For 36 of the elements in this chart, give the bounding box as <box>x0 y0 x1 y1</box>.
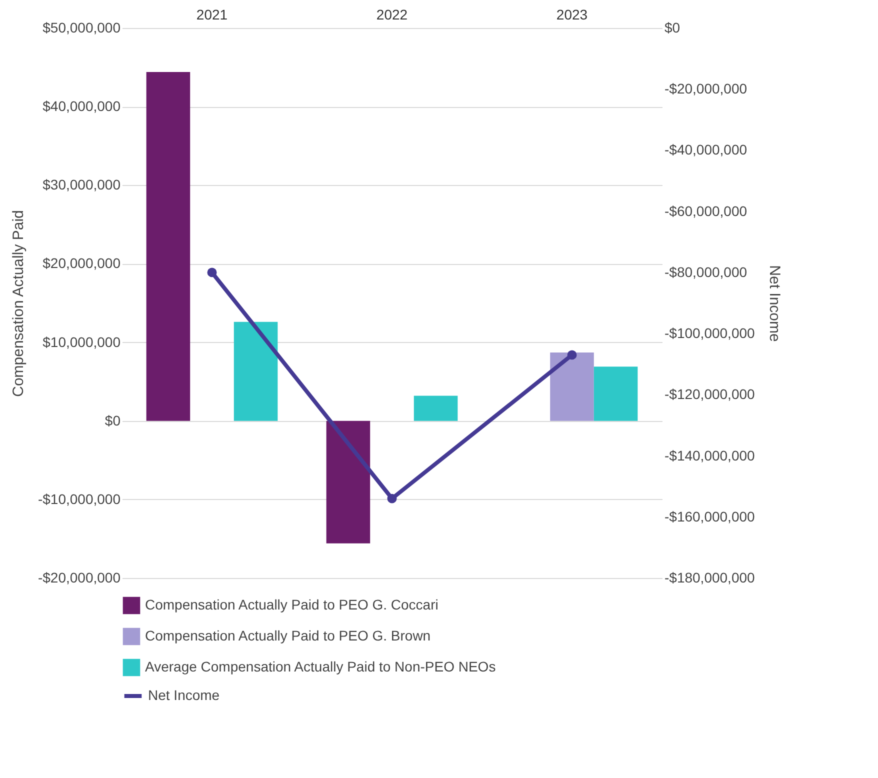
y-tick-label: $50,000,000 <box>42 20 121 36</box>
bar <box>414 396 458 421</box>
y2-tick-label: -$180,000,000 <box>664 570 756 586</box>
y-axis-title: Compensation Actually Paid <box>10 210 27 397</box>
legend-label: Compensation Actually Paid to PEO G. Brown <box>145 628 431 644</box>
y2-tick-label: -$20,000,000 <box>664 80 748 97</box>
y2-tick-label: $0 <box>664 20 680 36</box>
y-tick-label: $20,000,000 <box>42 255 121 272</box>
y-tick-label: -$10,000,000 <box>38 490 121 507</box>
x-tick-label: 2023 <box>556 6 588 22</box>
bar <box>146 72 190 421</box>
legend-label: Net Income <box>148 687 220 703</box>
y2-tick-label: -$80,000,000 <box>664 264 748 280</box>
bar <box>594 366 638 421</box>
bar <box>234 322 278 421</box>
y2-axis-title: Net Income <box>766 265 783 342</box>
legend-label: Average Compensation Actually Paid to Non-PEO NEOs <box>145 658 496 674</box>
point <box>387 494 397 504</box>
x-tick-label: 2022 <box>376 6 408 22</box>
x-tick-label: 2021 <box>196 6 228 22</box>
y2-tick-label: -$60,000,000 <box>664 202 748 219</box>
point <box>207 268 217 278</box>
y-tick-label: $10,000,000 <box>42 334 121 350</box>
legend-label: Compensation Actually Paid to PEO G. Coccari <box>145 596 438 612</box>
y-tick-label: $40,000,000 <box>42 98 121 114</box>
bar <box>550 352 594 421</box>
y-tick-label: -$20,000,000 <box>38 570 121 586</box>
bar <box>326 420 370 544</box>
y2-tick-label: -$140,000,000 <box>664 447 756 464</box>
y-tick-label: $30,000,000 <box>42 176 121 193</box>
y2-tick-label: -$40,000,000 <box>664 142 748 158</box>
y2-tick-label: -$120,000,000 <box>664 386 756 402</box>
point <box>567 350 577 360</box>
y-tick-label: $0 <box>104 412 121 428</box>
y2-tick-label: -$100,000,000 <box>664 325 756 342</box>
y2-tick-label: -$160,000,000 <box>664 508 756 524</box>
